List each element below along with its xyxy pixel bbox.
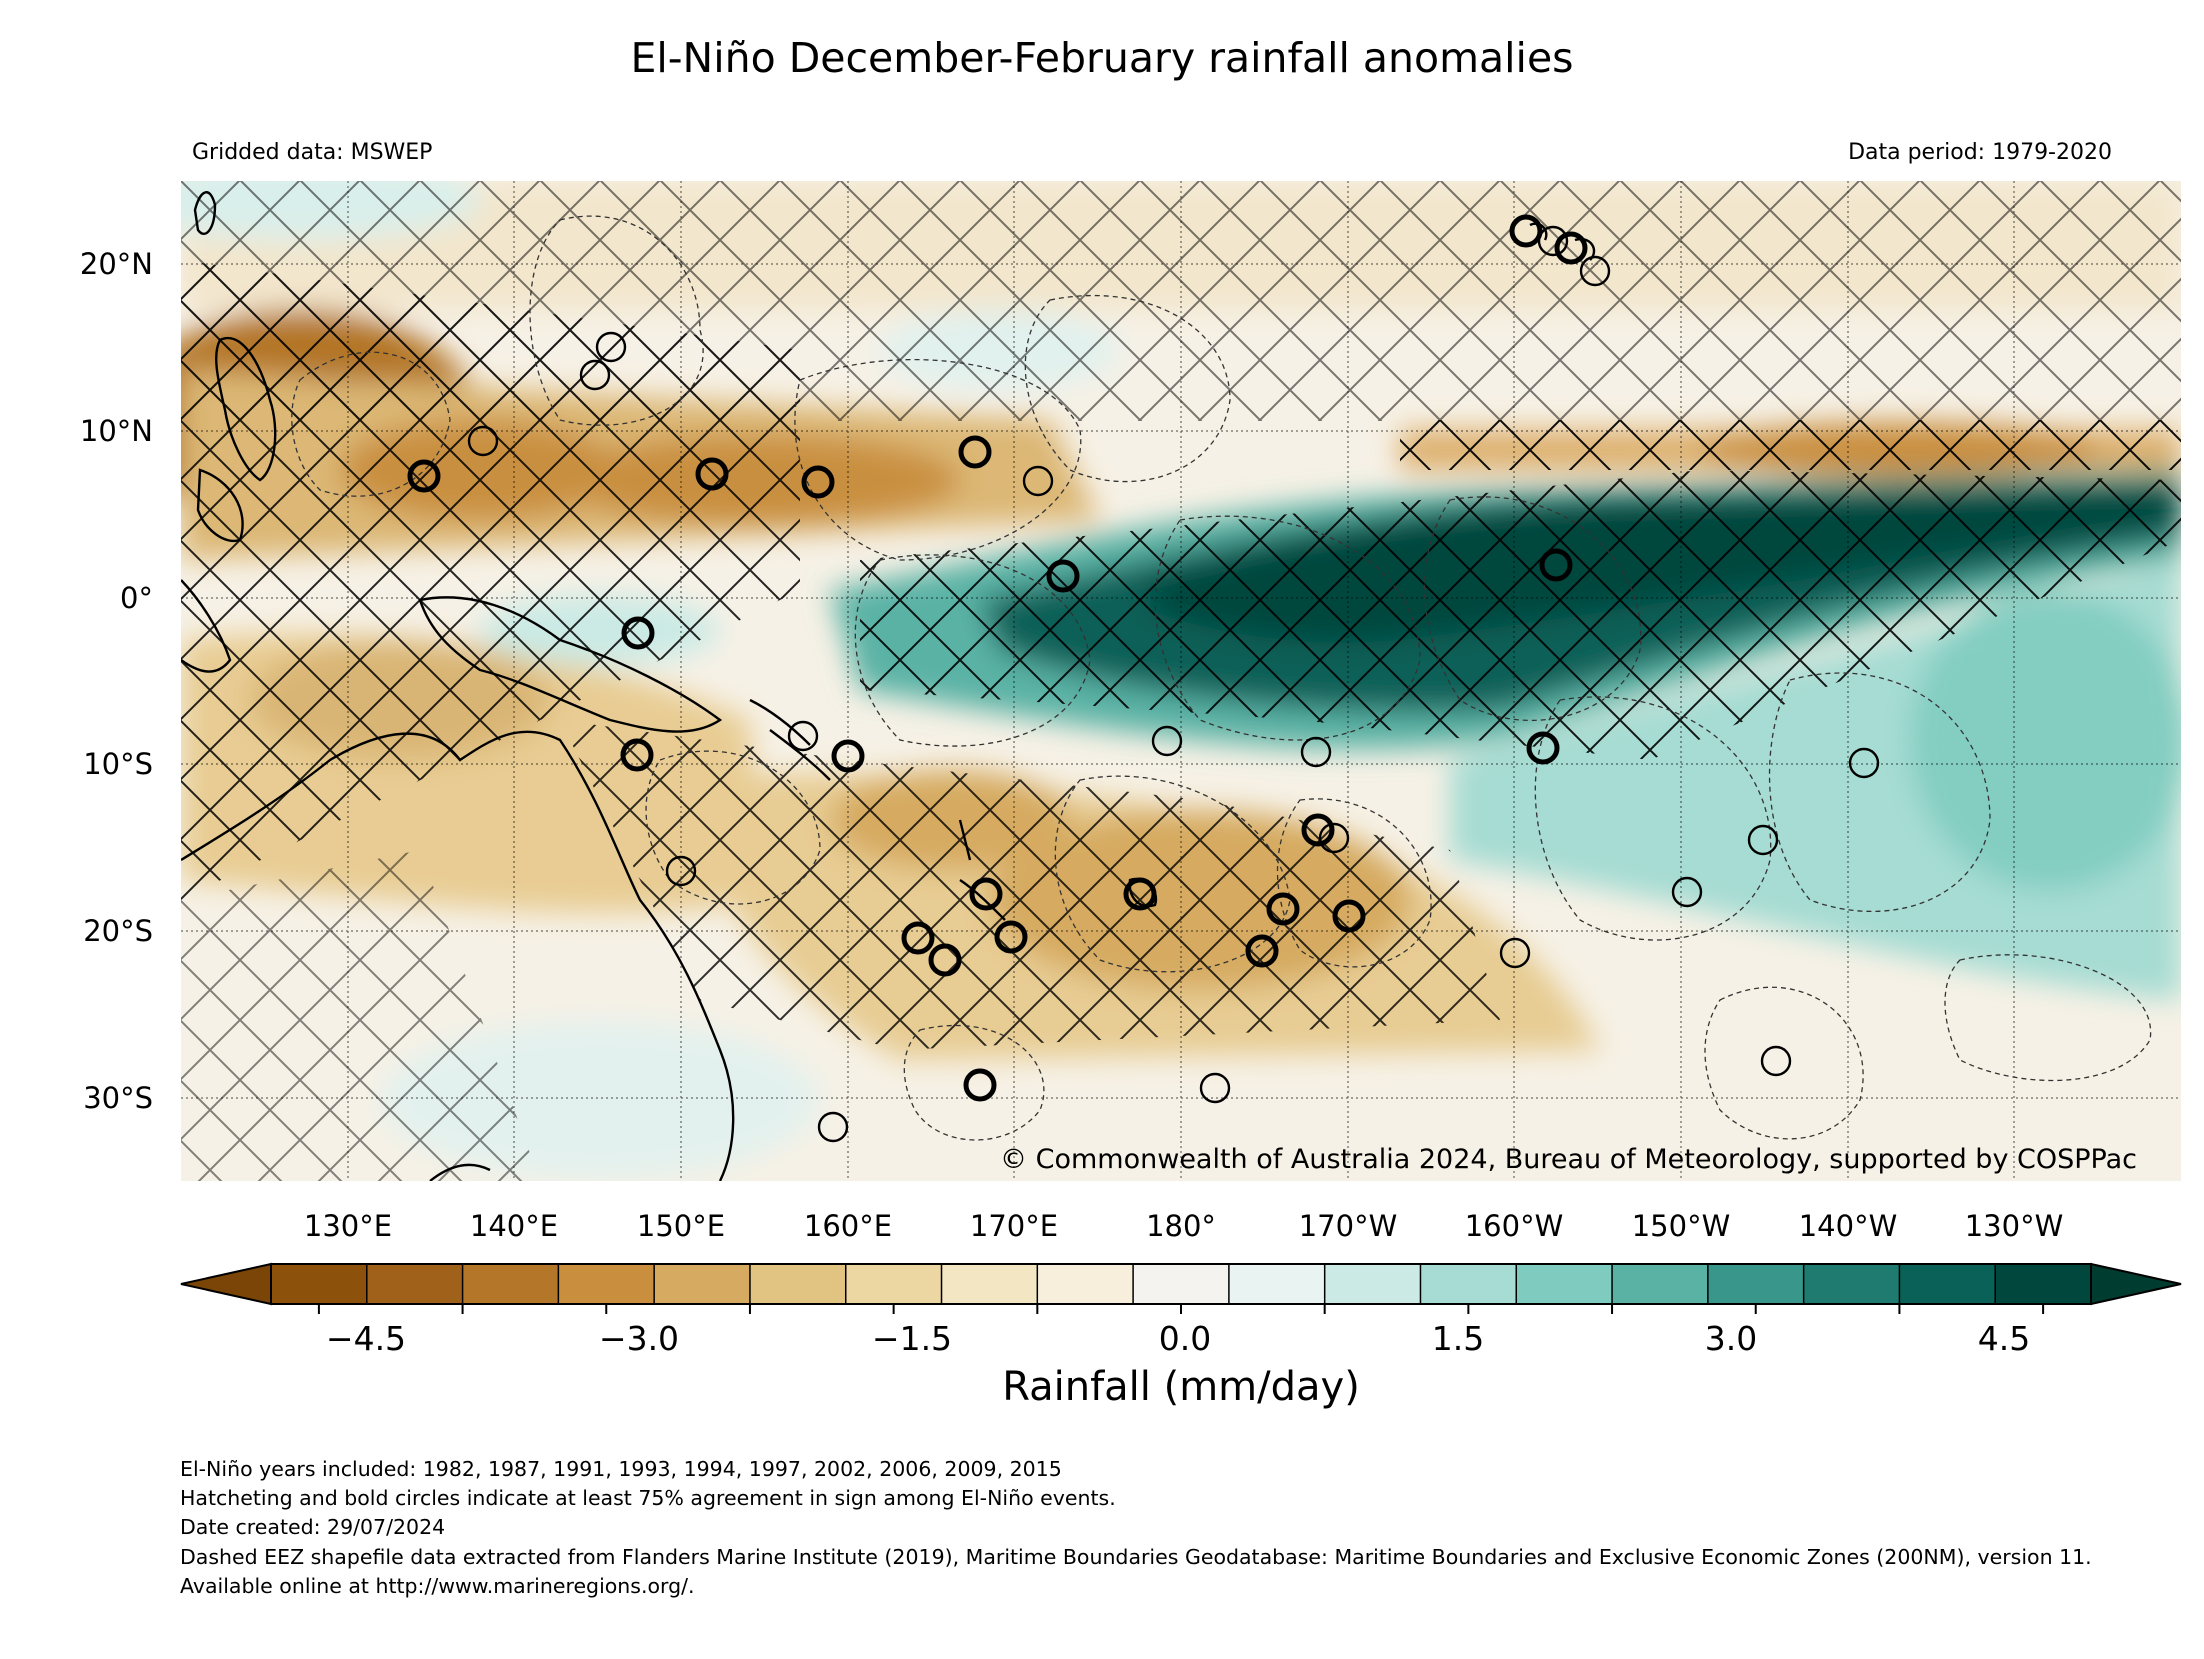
colorbar-label: Rainfall (mm/day) [1002,1364,1360,1410]
colorbar-cell [940,1263,1039,1305]
lon-label: 150°W [1632,1209,1731,1243]
colorbar-tick-labels: −4.5 −3.0 −1.5 0.0 1.5 3.0 4.5 [326,1319,2030,1358]
colorbar-tick-label: 1.5 [1432,1319,1484,1358]
copyright-note: © Commonwealth of Australia 2024, Bureau… [1000,1144,2137,1175]
island-markers [407,214,1880,1143]
eez-boundaries [291,215,2152,1141]
colorbar-cell [1802,1263,1901,1305]
lat-label: 20°S [83,914,153,948]
colorbar-cell [653,1263,752,1305]
lat-label: 30°S [83,1081,153,1115]
colorbar-tick-label: 3.0 [1705,1319,1757,1358]
colorbar-tick-label: −4.5 [326,1319,406,1358]
colorbar-tick-label: −3.0 [599,1319,679,1358]
colorbar: −4.5 −3.0 −1.5 0.0 1.5 3.0 4.5 Rainfall … [180,1262,2182,1410]
data-period-note: Data period: 1979-2020 [1848,140,2112,165]
footnote-years: El-Niño years included: 1982, 1987, 1991… [180,1457,1062,1481]
colorbar-cell [557,1263,656,1305]
map-area [181,181,2181,1181]
footnote-date: Date created: 29/07/2024 [180,1515,446,1539]
colorbar-cell [749,1263,847,1305]
colorbar-cell [1323,1263,1422,1305]
colorbar-tick-label: 4.5 [1978,1319,2030,1358]
lon-label: 140°W [1799,1209,1898,1243]
colorbar-cell [844,1263,943,1305]
lat-label: 10°S [83,747,153,781]
footnote-hatching: Hatcheting and bold circles indicate at … [180,1486,1116,1510]
lon-label: 130°E [304,1209,392,1243]
colorbar-cell [1036,1263,1135,1305]
lat-label: 20°N [80,247,153,281]
colorbar-cell [1994,1263,2093,1305]
colorbar-cell [270,1263,369,1305]
lat-label: 10°N [80,414,153,448]
data-source-note: Gridded data: MSWEP [192,140,433,165]
colorbar-tick-label: 0.0 [1159,1319,1211,1358]
lon-label: 160°E [804,1209,892,1243]
coastlines [181,191,1596,1181]
lon-label: 130°W [1965,1209,2064,1243]
colorbar-over-arrow [2091,1264,2181,1304]
latitude-labels: 20°N 10°N 0° 10°S 20°S 30°S [80,247,153,1115]
longitude-labels: 130°E 140°E 150°E 160°E 170°E 180° 170°W… [304,1209,2063,1243]
colorbar-cell [1707,1263,1805,1305]
lon-label: 170°W [1299,1209,1398,1243]
colorbar-cell [1132,1263,1231,1305]
colorbar-cell [1419,1263,1518,1305]
lon-label: 160°W [1465,1209,1564,1243]
colorbar-tick-label: −1.5 [872,1319,952,1358]
colorbar-cell [1515,1263,1614,1305]
colorbar-cell [1898,1263,1997,1305]
colorbar-cell [461,1263,560,1305]
lat-label: 0° [120,581,153,615]
colorbar-ticks [317,1304,2045,1314]
colorbar-cells [270,1263,2093,1305]
lon-label: 150°E [637,1209,725,1243]
footnote-eez-source: Dashed EEZ shapefile data extracted from… [180,1545,2092,1598]
lon-label: 140°E [470,1209,558,1243]
lon-label: 170°E [970,1209,1058,1243]
colorbar-cell [1611,1263,1710,1305]
colorbar-cell [1228,1263,1326,1305]
lon-label: 180° [1146,1209,1216,1243]
page-title: El-Niño December-February rainfall anoma… [630,34,1574,82]
colorbar-cell [366,1263,464,1305]
colorbar-under-arrow [181,1264,271,1304]
